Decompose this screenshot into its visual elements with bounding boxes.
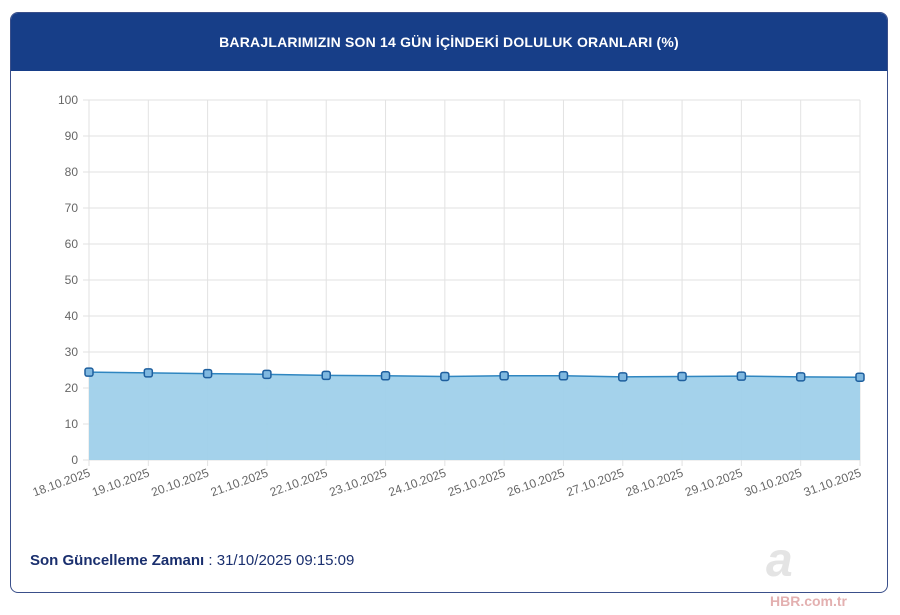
y-tick-label: 100 [58,93,78,107]
data-point [677,371,687,382]
y-tick-label: 90 [65,129,79,143]
data-point [736,371,747,381]
last-update-value: 31/10/2025 09:15:09 [216,552,355,569]
y-tick-label: 0 [71,453,78,467]
last-update-label: Son Güncelleme Zamanı [30,552,205,569]
x-tick-label: 22.10.2025 [268,466,330,500]
data-point [143,368,154,378]
last-update: Son Güncelleme Zamanı : 31/10/2025 09:15… [30,552,354,569]
x-tick-label: 19.10.2025 [90,466,152,500]
x-tick-label: 18.10.2025 [31,466,93,500]
y-tick-label: 70 [65,201,79,215]
y-tick-label: 20 [65,381,79,395]
x-tick-label: 30.10.2025 [742,466,804,500]
data-point [855,372,865,382]
y-tick-label: 60 [65,237,79,251]
x-tick-label: 28.10.2025 [624,466,686,500]
y-tick-label: 80 [65,165,79,179]
x-tick-label: 21.10.2025 [209,466,271,500]
data-point [84,367,94,377]
watermark-text: HBR.com.tr [770,593,848,609]
y-tick-label: 50 [65,273,79,287]
series-line [88,371,861,378]
data-point [618,372,628,382]
watermark-logo: a HBR.com.tr [762,536,892,612]
data-point [202,368,213,379]
y-tick-label: 40 [65,309,79,323]
data-point [558,371,569,381]
separator: : [204,552,217,569]
x-tick-label: 26.10.2025 [505,466,567,500]
x-tick-label: 20.10.2025 [149,466,211,500]
y-tick-label: 30 [65,345,79,359]
x-tick-label: 29.10.2025 [683,466,745,500]
x-tick-label: 24.10.2025 [387,466,449,500]
x-tick-label: 31.10.2025 [802,466,864,500]
chart-title: BARAJLARIMIZIN SON 14 GÜN İÇİNDEKİ DOLUL… [11,13,887,71]
x-tick-label: 27.10.2025 [565,466,627,500]
data-point [499,371,509,381]
data-point [380,371,391,381]
data-point [440,371,450,382]
area-fill [89,372,860,460]
y-tick-label: 10 [65,417,79,431]
data-point [262,369,272,380]
data-point [321,370,331,381]
x-tick-label: 23.10.2025 [327,466,389,500]
x-tick-label: 25.10.2025 [446,466,508,500]
watermark-letter: a [766,536,793,586]
data-point [795,372,806,382]
